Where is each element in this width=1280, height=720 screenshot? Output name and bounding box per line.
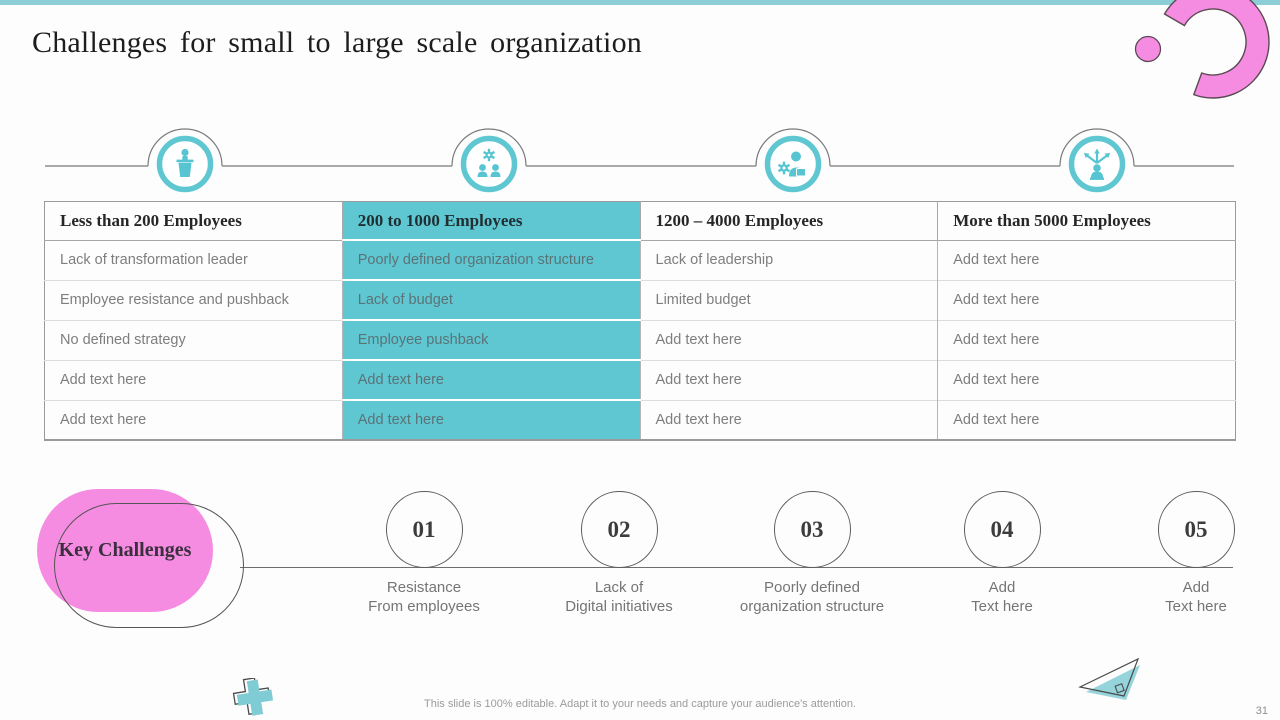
- table-cell[interactable]: Add text here: [639, 399, 938, 440]
- table-cell[interactable]: Employee pushback: [341, 319, 640, 360]
- step-label-03[interactable]: Poorly defined organization structure: [702, 579, 922, 617]
- page-title[interactable]: Challenges for small to large scale orga…: [32, 26, 642, 59]
- challenges-table: Less than 200 Employees 200 to 1000 Empl…: [44, 201, 1236, 441]
- table-row: Add text here Add text here Add text her…: [44, 399, 1236, 440]
- table-row: Lack of transformation leader Poorly def…: [44, 239, 1236, 280]
- page-number: 31: [1255, 705, 1268, 717]
- table-cell[interactable]: Limited budget: [639, 279, 938, 320]
- step-circle-01[interactable]: 01: [385, 491, 463, 568]
- table-cell[interactable]: Add text here: [639, 319, 938, 360]
- step-label-line1: Lack of: [594, 579, 644, 596]
- table-cell[interactable]: Add text here: [937, 239, 1236, 280]
- table-cell[interactable]: Lack of leadership: [639, 239, 938, 280]
- key-challenges-pill[interactable]: Key Challenges: [36, 486, 248, 632]
- step-label-line1: Add: [988, 579, 1016, 596]
- worker-gear-icon: [777, 151, 806, 177]
- direction-options-icon: [1083, 148, 1111, 180]
- pill-outline-shape: [54, 503, 244, 628]
- step-label-02[interactable]: Lack of Digital initiatives: [509, 579, 729, 617]
- table-cell[interactable]: Lack of budget: [341, 279, 640, 320]
- plus-icon: [232, 678, 274, 716]
- step-label-line2: organization structure: [739, 597, 885, 615]
- step-label-line1: Poorly defined: [764, 579, 860, 596]
- table-cell[interactable]: Add text here: [44, 359, 343, 400]
- table-cell[interactable]: Poorly defined organization structure: [341, 239, 640, 280]
- table-cell[interactable]: No defined strategy: [44, 319, 343, 360]
- step-label-line2: Text here: [1165, 597, 1227, 615]
- step-circle-02[interactable]: 02: [580, 491, 658, 568]
- table-cell[interactable]: Add text here: [937, 359, 1236, 400]
- question-mark-dot-icon: [1134, 35, 1162, 63]
- table-cell[interactable]: Add text here: [341, 359, 640, 400]
- step-label-line2: Digital initiatives: [565, 597, 673, 615]
- column-header-200-1000[interactable]: 200 to 1000 Employees: [341, 201, 640, 241]
- table-cell[interactable]: Lack of transformation leader: [44, 239, 343, 280]
- step-circle-03[interactable]: 03: [773, 491, 851, 568]
- footer-note: This slide is 100% editable. Adapt it to…: [424, 698, 856, 710]
- step-circle-04[interactable]: 04: [963, 491, 1041, 568]
- step-label-05[interactable]: Add Text here: [1086, 579, 1280, 617]
- table-cell[interactable]: Employee resistance and pushback: [44, 279, 343, 320]
- table-cell[interactable]: Add text here: [937, 399, 1236, 440]
- table-cell[interactable]: Add text here: [44, 399, 343, 440]
- table-row: Add text here Add text here Add text her…: [44, 359, 1236, 400]
- column-header-gt5000[interactable]: More than 5000 Employees: [937, 201, 1236, 241]
- step-label-04[interactable]: Add Text here: [892, 579, 1112, 617]
- team-settings-icon: [477, 148, 501, 177]
- table-cell[interactable]: Add text here: [937, 319, 1236, 360]
- table-row: Employee resistance and pushback Lack of…: [44, 279, 1236, 320]
- table-row: No defined strategy Employee pushback Ad…: [44, 319, 1236, 360]
- question-mark-decoration: [1134, 0, 1270, 99]
- column-header-1200-4000[interactable]: 1200 – 4000 Employees: [639, 201, 938, 241]
- timeline-line: [240, 567, 1233, 568]
- column-header-lt200[interactable]: Less than 200 Employees: [44, 201, 343, 241]
- step-label-line2: From employees: [368, 597, 480, 615]
- key-challenges-label[interactable]: Key Challenges: [58, 539, 192, 561]
- table-cell[interactable]: Add text here: [937, 279, 1236, 320]
- top-accent-bar: [0, 0, 1280, 5]
- step-label-line1: Add: [1182, 579, 1210, 596]
- step-label-line2: Text here: [971, 597, 1033, 615]
- step-circle-05[interactable]: 05: [1157, 491, 1235, 568]
- icon-divider: [45, 128, 1234, 193]
- table-cell[interactable]: Add text here: [341, 399, 640, 440]
- table-cell[interactable]: Add text here: [639, 359, 938, 400]
- paper-plane-icon: [1078, 657, 1140, 700]
- step-label-01[interactable]: Resistance From employees: [314, 579, 534, 617]
- step-label-line1: Resistance: [386, 579, 462, 596]
- speaker-podium-icon: [176, 148, 194, 177]
